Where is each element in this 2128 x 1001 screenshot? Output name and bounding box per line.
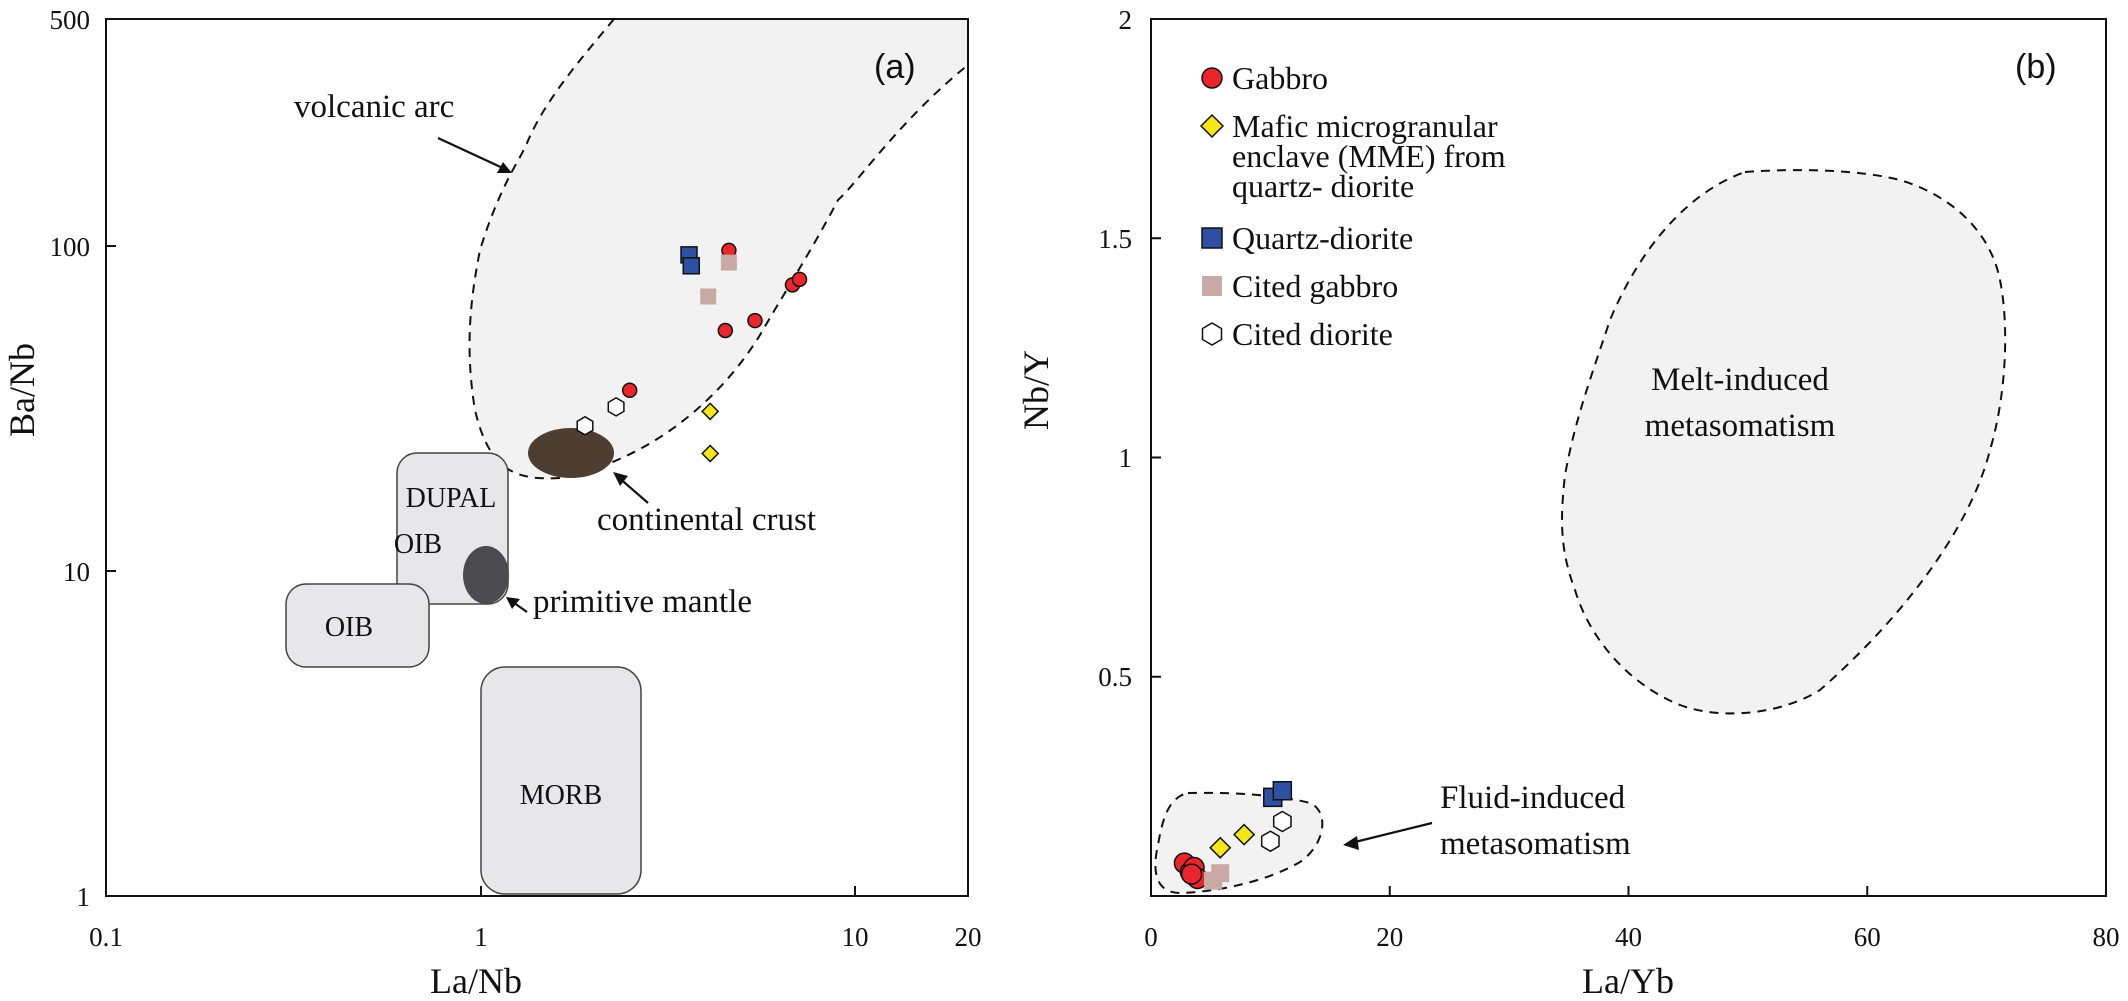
a-xlabel: La/Nb (430, 961, 522, 1001)
fluid-label-1: Fluid-induced (1440, 780, 1626, 816)
legend-label-gabbro: Gabbro (1232, 60, 1328, 96)
b-point-qd (1272, 781, 1293, 801)
melt-label-1: Melt-induced (1651, 362, 1829, 398)
fluid-arrowhead (1343, 836, 1359, 850)
a-point-mme (701, 444, 720, 463)
volcanic-arc-arrow (437, 137, 508, 171)
a-ytick-3: 500 (50, 5, 91, 35)
a-ylabel: Ba/Nb (2, 343, 42, 437)
panel-b: Melt-induced metasomatism Fluid-induced … (1016, 5, 2120, 1001)
volcanic-arc-field (469, 19, 968, 479)
fluid-field (1154, 791, 1324, 895)
panel-b-ticks (1151, 237, 1869, 896)
b-xtick-0: 0 (1144, 922, 1158, 952)
legend-marker-cg (1202, 276, 1222, 296)
a-point-gabbro (621, 382, 638, 399)
a-ytick-0: 1 (77, 882, 91, 912)
primitive-mantle-field (463, 546, 509, 604)
continental-crust-arrowhead (613, 472, 628, 486)
morb-box (480, 666, 642, 895)
legend-label-mme: enclave (MME) from (1232, 138, 1506, 174)
panel-b-tag: (b) (2015, 48, 2057, 86)
panel-a-frame (105, 18, 969, 897)
b-xtick-4: 80 (2093, 922, 2120, 952)
legend-label-qd: Quartz-diorite (1232, 220, 1413, 256)
legend-marker-cd (1201, 322, 1223, 346)
b-ytick-0: 0.5 (1098, 662, 1132, 692)
panel-b-marks (1173, 781, 1293, 890)
continental-crust-label: continental crust (597, 502, 816, 538)
continental-crust-field (528, 428, 614, 478)
legend-label-mme: quartz- diorite (1232, 168, 1414, 204)
b-point-cd (1260, 830, 1280, 853)
panel-a-ticks (106, 245, 856, 896)
fluid-arrow (1354, 821, 1433, 844)
volcanic-arc-boundary (468, 18, 969, 480)
b-xtick-3: 60 (1854, 922, 1881, 952)
morb-label: MORB (520, 780, 602, 811)
legend-marker-mme (1199, 113, 1225, 139)
a-xtick-1: 1 (474, 922, 488, 952)
b-ytick-3: 2 (1119, 5, 1133, 35)
a-ytick-1: 10 (63, 557, 90, 587)
a-point-mme (701, 402, 720, 421)
oib-box (285, 583, 430, 668)
b-point-cd (1272, 810, 1292, 833)
a-point-cd (607, 397, 625, 417)
panel-a-tag: (a) (874, 48, 916, 86)
a-point-cg (720, 254, 737, 271)
volcanic-arc-arrowhead (497, 162, 512, 173)
a-ytick-2: 100 (50, 232, 91, 262)
a-xtick-3: 20 (955, 922, 982, 952)
volcanic-arc-label: volcanic arc (294, 89, 454, 125)
b-xtick-2: 40 (1615, 922, 1642, 952)
a-point-gabbro (717, 322, 734, 339)
a-point-qd (682, 257, 701, 275)
b-ytick-2: 1.5 (1098, 224, 1132, 254)
primitive-mantle-label: primitive mantle (533, 584, 752, 620)
panel-a-marks (576, 242, 808, 463)
b-ytick-1: 1 (1119, 443, 1133, 473)
a-point-gabbro (791, 271, 808, 288)
a-xtick-2: 10 (842, 922, 869, 952)
legend-marker-gabbro (1201, 67, 1223, 89)
b-xtick-1: 20 (1376, 922, 1403, 952)
dupal-oib-label: OIB (394, 529, 442, 560)
b-point-mme (1233, 823, 1256, 846)
legend-label-cd: Cited diorite (1232, 316, 1393, 352)
b-point-cg (1211, 864, 1230, 883)
legend-label-cg: Cited gabbro (1232, 268, 1398, 304)
melt-field (1561, 169, 2007, 715)
oib-label: OIB (325, 612, 373, 643)
melt-label-2: metasomatism (1645, 408, 1836, 444)
b-ylabel: Nb/Y (1016, 350, 1056, 430)
panel-a: DUPAL OIB OIB MORB volcanic arc continen… (2, 5, 982, 1001)
a-point-cg (700, 288, 717, 305)
a-point-gabbro (747, 312, 763, 329)
a-point-cd (576, 415, 594, 436)
legend-label-mme: Mafic microgranular (1232, 108, 1498, 144)
fluid-label-2: metasomatism (1440, 826, 1631, 862)
dupal-label: DUPAL (406, 483, 497, 514)
a-xtick-0: 0.1 (89, 922, 123, 952)
b-point-mme (1209, 836, 1232, 859)
b-point-gabbro (1180, 863, 1203, 885)
legend-marker-qd (1201, 227, 1223, 249)
b-xlabel: La/Yb (1582, 961, 1674, 1001)
primitive-mantle-arrowhead (506, 597, 520, 609)
